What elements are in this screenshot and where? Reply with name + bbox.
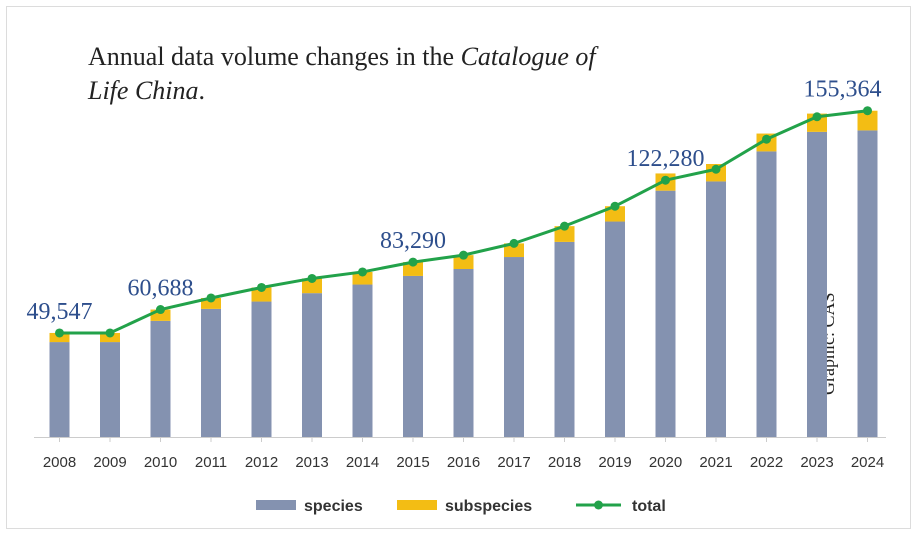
bar-subspecies-2017 [504, 243, 524, 258]
total-point-2022 [762, 134, 771, 144]
total-point-2013 [307, 273, 317, 283]
bar-subspecies-2024 [857, 110, 878, 131]
bar-species-2017 [504, 257, 524, 437]
x-tick-label: 2024 [851, 454, 884, 471]
total-point-2019 [610, 201, 620, 211]
bar-species-2013 [302, 293, 322, 437]
bar-species-2020 [655, 190, 676, 437]
total-point-2024 [863, 106, 872, 116]
bar-species-2021 [706, 181, 726, 437]
x-tick-label: 2011 [195, 454, 227, 471]
x-tick-label: 2020 [649, 454, 682, 471]
x-tick-label: 2013 [295, 454, 328, 471]
x-tick-label: 2018 [548, 454, 581, 471]
title-italic-part-1: Catalogue of [460, 42, 596, 71]
legend-swatch-species [256, 500, 296, 510]
bar-species-2016 [453, 269, 474, 437]
x-tick-label: 2012 [245, 454, 278, 471]
bar-species-2023 [807, 131, 827, 437]
total-point-2014 [358, 267, 367, 277]
bar-species-2015 [403, 275, 423, 437]
bar-species-2011 [201, 308, 221, 437]
total-point-2018 [560, 221, 569, 231]
bar-subspecies-2013 [302, 278, 322, 294]
x-tick-label: 2019 [598, 454, 631, 471]
legend-swatch-subspecies [397, 500, 437, 510]
x-tick-label: 2021 [699, 454, 732, 471]
bar-subspecies-2012 [251, 287, 272, 302]
total-point-2021 [711, 164, 721, 174]
total-point-2010 [156, 305, 165, 315]
legend-label-species: species [304, 498, 363, 515]
bar-species-2008 [49, 342, 70, 437]
x-tick-label: 2009 [93, 454, 126, 471]
legend-label-subspecies: subspecies [445, 498, 532, 515]
bar-subspecies-2008 [49, 332, 70, 343]
total-point-2023 [812, 112, 822, 122]
total-point-2012 [257, 282, 266, 292]
bar-subspecies-2016 [453, 255, 474, 269]
bar-subspecies-2015 [403, 262, 423, 276]
bar-subspecies-2010 [150, 309, 171, 321]
total-callout-2015: 83,290 [380, 228, 446, 254]
bar-species-2012 [251, 301, 272, 437]
total-point-2009 [105, 328, 115, 338]
total-point-2020 [661, 175, 670, 185]
total-point-2008 [55, 328, 64, 338]
title-italic-part-2: Life China [88, 76, 199, 105]
total-callout-2010: 60,688 [128, 276, 194, 302]
bar-subspecies-2009 [100, 332, 120, 343]
legend-swatch-total-point [594, 500, 603, 510]
bar-species-2024 [857, 130, 878, 437]
total-callout-2024: 155,364 [804, 77, 882, 103]
bar-subspecies-2011 [201, 297, 221, 309]
total-point-2017 [509, 238, 519, 248]
bar-subspecies-2014 [352, 271, 373, 285]
x-tick-label: 2010 [144, 454, 177, 471]
x-tick-label: 2023 [800, 454, 833, 471]
total-callout-2020: 122,280 [627, 146, 705, 172]
x-tick-label: 2022 [750, 454, 783, 471]
x-tick-label: 2008 [43, 454, 76, 471]
bar-species-2014 [352, 284, 373, 437]
bar-subspecies-2019 [605, 206, 625, 222]
total-point-2015 [408, 257, 418, 267]
bar-species-2022 [756, 151, 777, 437]
bar-subspecies-2018 [554, 226, 575, 242]
bar-species-2010 [150, 320, 171, 437]
legend-label-total: total [632, 498, 666, 515]
x-tick-label: 2015 [396, 454, 429, 471]
chart-title: Annual data volume changes in the Catalo… [88, 40, 648, 108]
bar-species-2019 [605, 221, 625, 437]
x-tick-label: 2016 [447, 454, 480, 471]
bar-species-2018 [554, 241, 575, 437]
total-callout-2008: 49,547 [27, 299, 93, 325]
x-tick-label: 2017 [497, 454, 530, 471]
x-tick-label: 2014 [346, 454, 379, 471]
total-point-2016 [459, 250, 468, 260]
bar-species-2009 [100, 342, 120, 437]
title-prefix: Annual data volume changes in the [88, 42, 461, 71]
title-suffix: . [198, 76, 206, 105]
total-point-2011 [206, 293, 216, 303]
